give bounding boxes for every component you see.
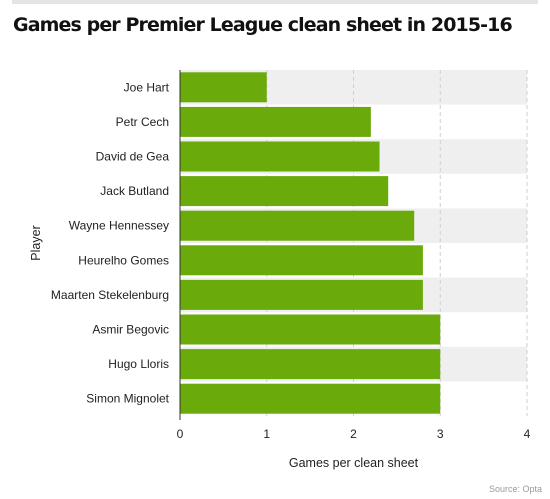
x-tick-label: 4 bbox=[524, 427, 531, 441]
y-tick-labels: Joe Hart Petr Cech David de Gea Jack Butlan… bbox=[51, 80, 170, 405]
y-tick-label: Simon Mignolet bbox=[86, 392, 169, 406]
y-tick-label: David de Gea bbox=[96, 150, 170, 164]
y-tick-label: Petr Cech bbox=[116, 115, 169, 129]
y-tick-label: Maarten Stekelenburg bbox=[51, 288, 169, 302]
x-axis-title: Games per clean sheet bbox=[289, 456, 419, 470]
x-tick-label: 1 bbox=[263, 427, 270, 441]
bar bbox=[180, 245, 423, 275]
y-tick-label: Hugo Lloris bbox=[108, 357, 169, 371]
bar bbox=[180, 142, 380, 172]
y-tick-label: Wayne Hennessey bbox=[69, 219, 169, 233]
bar bbox=[180, 176, 388, 206]
x-tick-labels: 0 1 2 3 4 bbox=[177, 427, 531, 441]
y-axis-title: Player bbox=[29, 225, 43, 260]
source-note: Source: Opta bbox=[489, 484, 542, 494]
bar bbox=[180, 349, 440, 379]
x-tick-label: 3 bbox=[437, 427, 444, 441]
bar bbox=[180, 107, 371, 137]
bar bbox=[180, 315, 440, 345]
y-tick-label: Heurelho Gomes bbox=[78, 253, 169, 267]
x-tick-label: 0 bbox=[177, 427, 184, 441]
bar bbox=[180, 384, 440, 414]
y-tick-label: Asmir Begovic bbox=[92, 323, 169, 337]
x-tick-label: 2 bbox=[350, 427, 357, 441]
y-tick-label: Jack Butland bbox=[100, 184, 169, 198]
bar bbox=[180, 72, 267, 102]
bar bbox=[180, 211, 414, 241]
bar bbox=[180, 280, 423, 310]
y-tick-label: Joe Hart bbox=[124, 80, 170, 94]
bars bbox=[180, 72, 440, 413]
